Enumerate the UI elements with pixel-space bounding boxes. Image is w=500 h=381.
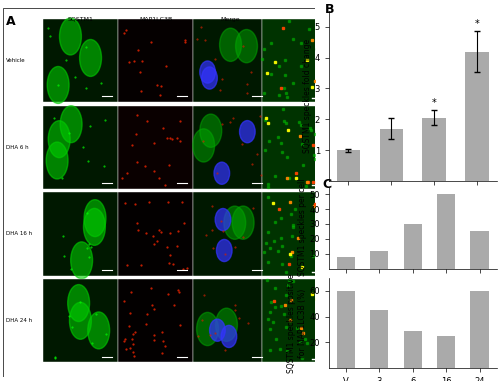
Ellipse shape xyxy=(232,206,254,239)
Bar xyxy=(262,19,337,102)
Ellipse shape xyxy=(88,312,110,349)
Bar xyxy=(262,106,337,189)
Text: *: * xyxy=(432,98,436,107)
Ellipse shape xyxy=(200,61,216,83)
Ellipse shape xyxy=(216,308,238,341)
Bar xyxy=(262,192,337,275)
Y-axis label: SQSTM1 speckles positive
for MAP1LC3B (%): SQSTM1 speckles positive for MAP1LC3B (%… xyxy=(287,273,306,373)
Ellipse shape xyxy=(215,208,231,231)
Text: DHA 16 h: DHA 16 h xyxy=(6,232,32,237)
Text: B: B xyxy=(325,3,334,16)
Ellipse shape xyxy=(70,242,92,279)
Ellipse shape xyxy=(202,67,218,89)
Ellipse shape xyxy=(84,208,106,245)
Ellipse shape xyxy=(192,129,214,162)
Text: A: A xyxy=(6,15,15,28)
Ellipse shape xyxy=(220,28,242,61)
Bar xyxy=(193,19,268,102)
Bar xyxy=(437,336,456,368)
Ellipse shape xyxy=(196,312,218,346)
Ellipse shape xyxy=(200,114,222,147)
Bar xyxy=(193,192,268,275)
Bar xyxy=(118,19,193,102)
Bar xyxy=(118,192,193,275)
Bar xyxy=(262,106,337,189)
Text: SQSTM1: SQSTM1 xyxy=(68,17,94,22)
Ellipse shape xyxy=(236,29,258,63)
Ellipse shape xyxy=(240,120,255,143)
Bar xyxy=(404,331,422,368)
Text: Vehicle: Vehicle xyxy=(6,58,25,63)
Bar xyxy=(370,310,388,368)
Ellipse shape xyxy=(47,66,69,103)
Bar xyxy=(43,106,118,189)
Bar xyxy=(193,106,268,189)
Bar xyxy=(43,19,118,102)
Bar xyxy=(380,128,403,181)
Bar xyxy=(466,51,489,181)
Bar xyxy=(262,279,337,362)
Ellipse shape xyxy=(221,325,236,347)
Bar xyxy=(43,279,118,362)
Ellipse shape xyxy=(84,200,106,237)
Ellipse shape xyxy=(80,40,102,77)
Ellipse shape xyxy=(70,303,92,339)
Ellipse shape xyxy=(60,106,82,142)
Text: *: * xyxy=(474,19,480,29)
Bar xyxy=(470,231,489,269)
Text: MAP1LC3B: MAP1LC3B xyxy=(139,17,172,22)
Ellipse shape xyxy=(210,319,225,341)
Ellipse shape xyxy=(48,121,70,158)
Ellipse shape xyxy=(60,18,82,55)
Ellipse shape xyxy=(224,206,246,239)
Text: DHA 24 h: DHA 24 h xyxy=(6,319,32,323)
Ellipse shape xyxy=(214,162,230,184)
Ellipse shape xyxy=(216,239,232,262)
Bar xyxy=(336,291,355,368)
Y-axis label: SQSTM1 speckles per cell: SQSTM1 speckles per cell xyxy=(298,179,306,276)
Bar xyxy=(437,194,456,269)
Ellipse shape xyxy=(68,285,90,322)
Bar xyxy=(336,150,360,181)
Bar xyxy=(262,279,337,362)
Bar xyxy=(470,291,489,368)
Bar xyxy=(118,279,193,362)
Bar xyxy=(43,192,118,275)
Bar xyxy=(193,279,268,362)
Bar xyxy=(262,192,337,275)
Bar xyxy=(336,257,355,269)
Bar xyxy=(422,118,446,181)
Text: Merge: Merge xyxy=(221,17,240,22)
Bar xyxy=(262,19,337,102)
Text: DHA 6 h: DHA 6 h xyxy=(6,145,28,150)
Y-axis label: SQSTM1 speckles fold change: SQSTM1 speckles fold change xyxy=(303,39,312,153)
Bar xyxy=(404,224,422,269)
Ellipse shape xyxy=(46,142,68,179)
Text: C: C xyxy=(322,178,332,191)
Bar xyxy=(370,251,388,269)
Bar xyxy=(118,106,193,189)
